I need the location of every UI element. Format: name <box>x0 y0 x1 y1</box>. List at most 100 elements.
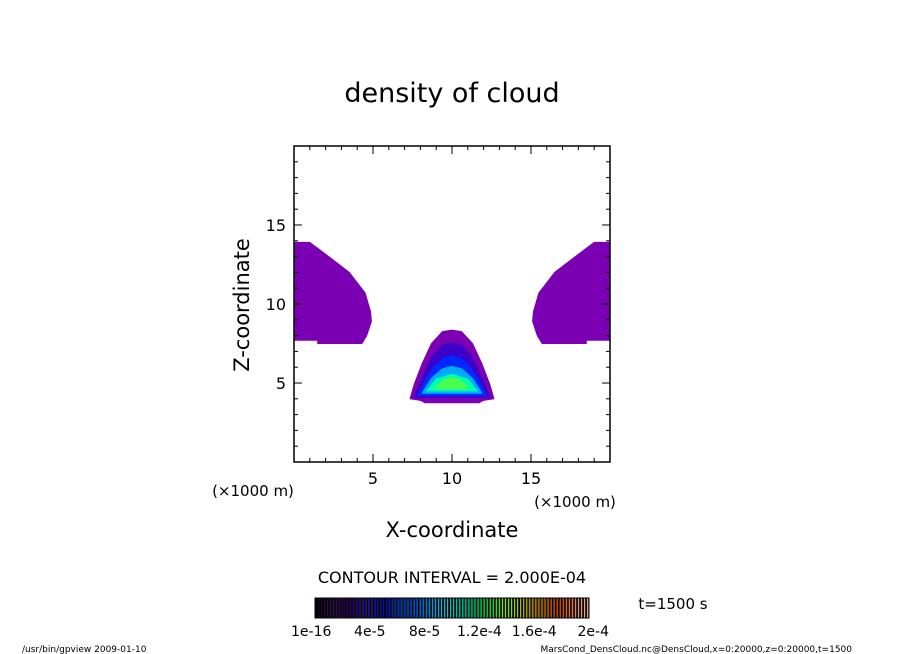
colorbar-stripe <box>486 598 488 618</box>
colorbar-stripe <box>407 598 409 618</box>
colorbar-frame <box>314 597 590 619</box>
colorbar-stripe <box>526 598 528 618</box>
colorbar-stripe <box>440 598 443 618</box>
colorbar-stripe <box>462 598 464 618</box>
colorbar-stripe <box>501 598 503 618</box>
colorbar-stripe <box>337 598 339 618</box>
colorbar-stripe <box>556 598 558 618</box>
colorbar-label: 4e-5 <box>354 624 385 640</box>
colorbar-stripe <box>483 598 485 618</box>
colorbar-stripe <box>538 598 540 618</box>
y-axis-label: Z-coordinate <box>230 238 254 372</box>
colorbar-stripe <box>498 598 500 618</box>
colorbar-stripe <box>465 598 467 618</box>
colorbar-label: 1.6e-4 <box>512 624 557 640</box>
x-axis-unit: (×1000 m) <box>534 493 616 511</box>
colorbar-stripe <box>331 598 333 618</box>
colorbar-stripe <box>328 598 330 618</box>
colorbar-stripe <box>477 598 479 618</box>
colorbar-label: 1e-16 <box>291 624 331 640</box>
colorbar-stripe <box>574 598 577 618</box>
central-cloud-layer-6 <box>434 377 470 389</box>
colorbar-stripe <box>404 598 406 618</box>
colorbar-stripe <box>413 598 415 618</box>
colorbar-stripe <box>352 598 354 618</box>
axes: 5 10 15 5 10 15 <box>266 145 611 488</box>
colorbar-stripe <box>431 598 433 618</box>
colorbar-stripe <box>358 598 360 618</box>
colorbar-stripe <box>559 598 561 618</box>
colorbar-stripe <box>340 598 342 618</box>
footer-left: /usr/bin/gpview 2009-01-10 <box>22 645 147 654</box>
colorbar-stripe <box>580 598 583 618</box>
colorbar-stripe <box>547 598 549 618</box>
y-tick-label: 10 <box>266 295 286 314</box>
colorbar-stripe <box>370 598 373 618</box>
colorbar-stripe <box>322 598 324 618</box>
chart-title: density of cloud <box>344 78 559 109</box>
colorbar-stripe <box>459 598 461 618</box>
colorbar-stripe <box>450 598 452 618</box>
colorbar-label: 2e-4 <box>578 624 610 640</box>
colorbar-stripe <box>334 598 336 618</box>
colorbar-stripe <box>468 598 470 618</box>
time-label: t=1500 s <box>638 595 707 613</box>
colorbar-stripe <box>492 598 494 618</box>
colorbar-stripe <box>367 598 370 618</box>
x-tick-label: 5 <box>368 469 378 488</box>
colorbar-stripe <box>361 598 363 618</box>
colorbar-stripe <box>379 598 382 618</box>
y-tick-label: 5 <box>276 374 286 393</box>
colorbar-stripe <box>343 598 345 618</box>
colorbar-stripe <box>529 598 531 618</box>
colorbar-stripe <box>568 598 570 618</box>
colorbar-stripe <box>510 598 513 618</box>
colorbar-stripe <box>373 598 376 618</box>
colorbar-stripe <box>523 598 525 618</box>
colorbar-stripe <box>389 598 391 618</box>
colorbar-stripe <box>541 598 543 618</box>
colorbar-stripe <box>349 598 351 618</box>
colorbar-stripe <box>425 598 427 618</box>
plot-area <box>293 241 611 404</box>
colorbar-stripe <box>571 598 574 618</box>
colorbar-stripe <box>386 598 388 618</box>
colorbar-stripe <box>474 598 476 618</box>
cloud-region-2 <box>532 241 611 344</box>
colorbar-stripe <box>535 598 537 618</box>
colorbar-stripe <box>565 598 567 618</box>
colorbar-stripe <box>587 598 589 618</box>
colorbar-stripe <box>419 598 421 618</box>
colorbar-stripe <box>489 598 491 618</box>
colorbar-stripe <box>577 598 580 618</box>
colorbar-stripe <box>443 598 446 618</box>
colorbar-stripe <box>480 598 482 618</box>
contour-interval-text: CONTOUR INTERVAL = 2.000E-04 <box>318 568 586 587</box>
y-tick-label: 15 <box>266 216 286 235</box>
colorbar-stripe <box>583 598 586 618</box>
colorbar-stripe <box>513 598 516 618</box>
y-axis-unit: (×1000 m) <box>212 482 294 500</box>
x-tick-label: 15 <box>521 469 541 488</box>
colorbar-label: 1.2e-4 <box>457 624 502 640</box>
colorbar-stripe <box>550 598 552 618</box>
colorbar-stripe <box>456 598 458 618</box>
colorbar-stripe <box>428 598 430 618</box>
colorbar-stripe <box>453 598 455 618</box>
colorbar-stripe <box>395 598 397 618</box>
colorbar-stripe <box>364 598 366 618</box>
footer-right: MarsCond_DensCloud.nc@DensCloud,x=0:2000… <box>541 645 853 654</box>
x-axis-label: X-coordinate <box>386 518 519 542</box>
colorbar: 1e-16 4e-5 8e-5 1.2e-4 1.6e-4 2e-4 <box>291 597 610 640</box>
colorbar-stripe <box>434 598 437 618</box>
colorbar-stripe <box>416 598 418 618</box>
cloud-region-1 <box>293 241 372 344</box>
colorbar-stripe <box>355 598 357 618</box>
colorbar-stripe <box>495 598 497 618</box>
colorbar-stripe <box>325 598 327 618</box>
colorbar-stripe <box>376 598 379 618</box>
colorbar-stripe <box>422 598 424 618</box>
colorbar-stripe <box>410 598 412 618</box>
colorbar-stripe <box>516 598 519 618</box>
